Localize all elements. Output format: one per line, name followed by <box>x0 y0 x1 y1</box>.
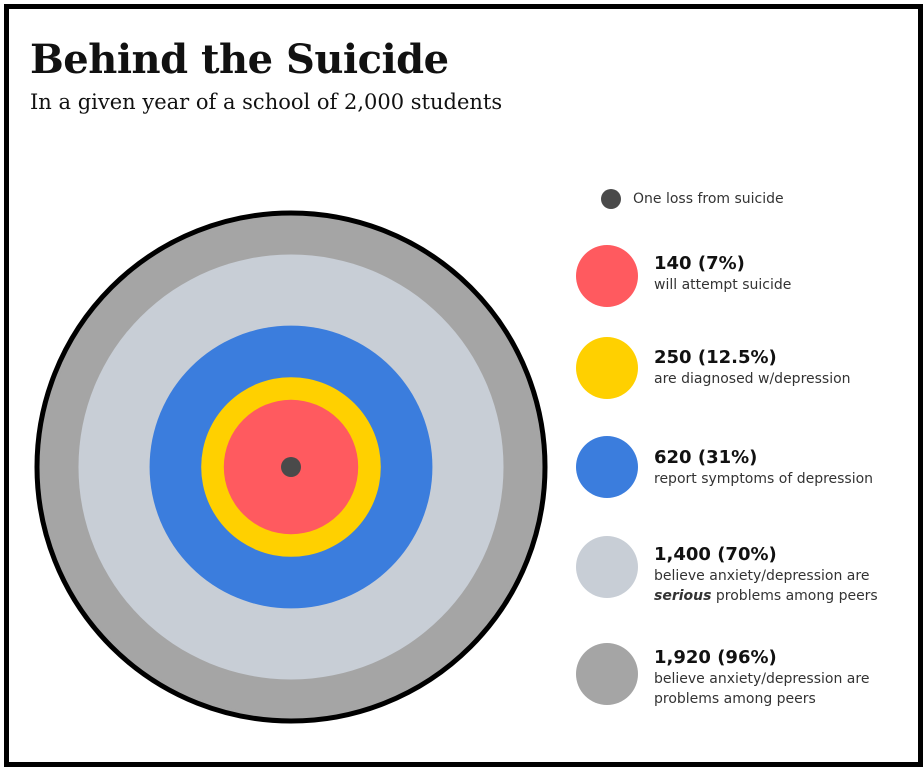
legend-item-symptoms: 620 (31%) report symptoms of depression <box>570 436 910 502</box>
legend-desc-serious-line1: believe anxiety/depression are <box>654 568 870 584</box>
legend-desc-serious-line2: serious problems among peers <box>654 586 878 606</box>
legend-swatch-symptoms <box>576 436 638 498</box>
legend-value-attempt: 140 (7%) <box>654 253 745 274</box>
legend-swatch-serious <box>576 536 638 598</box>
legend-swatch-attempt <box>576 245 638 307</box>
legend-desc-problems-line2: problems among peers <box>654 691 816 707</box>
loss-dot <box>601 189 621 209</box>
legend-item-attempt: 140 (7%) will attempt suicide <box>570 243 910 309</box>
legend-desc-symptoms: report symptoms of depression <box>654 471 874 487</box>
legend-swatch-problems <box>576 643 638 705</box>
loss-dot-circle <box>281 457 301 477</box>
legend-loss-item: One loss from suicide <box>601 188 784 210</box>
legend-value-serious: 1,400 (70%) <box>654 544 777 565</box>
legend-desc-diagnosed: are diagnosed w/depression <box>654 371 851 387</box>
legend-loss-label: One loss from suicide <box>633 191 784 207</box>
legend-desc-serious-rest: problems among peers <box>711 588 878 604</box>
legend-desc-problems-line1: believe anxiety/depression are <box>654 671 870 687</box>
legend-desc-serious-emphasis: serious <box>654 588 712 604</box>
chart-subtitle: In a given year of a school of 2,000 stu… <box>30 90 503 114</box>
chart-title: Behind the Suicide <box>30 36 449 83</box>
legend-desc-attempt: will attempt suicide <box>654 277 792 293</box>
legend-value-diagnosed: 250 (12.5%) <box>654 347 777 368</box>
legend-value-problems: 1,920 (96%) <box>654 647 777 668</box>
legend-item-problems: 1,920 (96%) believe anxiety/depression a… <box>570 643 910 709</box>
legend-swatch-diagnosed <box>576 337 638 399</box>
legend-item-serious: 1,400 (70%) believe anxiety/depression a… <box>570 536 910 604</box>
legend-item-diagnosed: 250 (12.5%) are diagnosed w/depression <box>570 337 910 403</box>
legend-value-symptoms: 620 (31%) <box>654 447 758 468</box>
